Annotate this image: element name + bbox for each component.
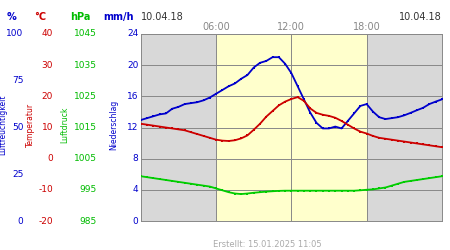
- Text: 1045: 1045: [74, 29, 97, 38]
- Text: 10.04.18: 10.04.18: [141, 12, 184, 22]
- Text: 16: 16: [127, 92, 139, 101]
- Text: 24: 24: [127, 29, 139, 38]
- Text: -20: -20: [38, 217, 53, 226]
- Text: 12:00: 12:00: [278, 22, 305, 32]
- Text: %: %: [7, 12, 17, 22]
- Text: 8: 8: [133, 154, 139, 163]
- Text: Luftfeuchtigkeit: Luftfeuchtigkeit: [0, 95, 7, 155]
- Text: mm/h: mm/h: [104, 12, 134, 22]
- Text: 25: 25: [12, 170, 23, 179]
- Text: 40: 40: [42, 29, 53, 38]
- Text: Erstellt: 15.01.2025 11:05: Erstellt: 15.01.2025 11:05: [213, 240, 322, 249]
- Text: 20: 20: [42, 92, 53, 101]
- Text: Luftdruck: Luftdruck: [61, 107, 70, 143]
- Text: -10: -10: [38, 186, 53, 194]
- Text: hPa: hPa: [70, 12, 90, 22]
- Text: 12: 12: [127, 123, 139, 132]
- Text: 75: 75: [12, 76, 23, 85]
- Text: 1015: 1015: [74, 123, 97, 132]
- Text: 18:00: 18:00: [353, 22, 381, 32]
- Text: 1005: 1005: [74, 154, 97, 163]
- Text: 995: 995: [80, 186, 97, 194]
- Text: 985: 985: [80, 217, 97, 226]
- Text: °C: °C: [34, 12, 46, 22]
- Text: 0: 0: [18, 217, 23, 226]
- Text: 30: 30: [41, 60, 53, 70]
- Text: Temperatur: Temperatur: [26, 103, 35, 147]
- Text: 20: 20: [127, 60, 139, 70]
- Text: 1025: 1025: [74, 92, 97, 101]
- Text: 100: 100: [6, 29, 23, 38]
- Text: Niederschlag: Niederschlag: [109, 100, 118, 150]
- Text: 06:00: 06:00: [202, 22, 230, 32]
- Text: 10.04.18: 10.04.18: [399, 12, 442, 22]
- Bar: [216, 34, 367, 221]
- Text: 10: 10: [41, 123, 53, 132]
- Text: 50: 50: [12, 123, 23, 132]
- Text: 4: 4: [133, 186, 139, 194]
- Text: 0: 0: [47, 154, 53, 163]
- Text: 0: 0: [133, 217, 139, 226]
- Text: 1035: 1035: [74, 60, 97, 70]
